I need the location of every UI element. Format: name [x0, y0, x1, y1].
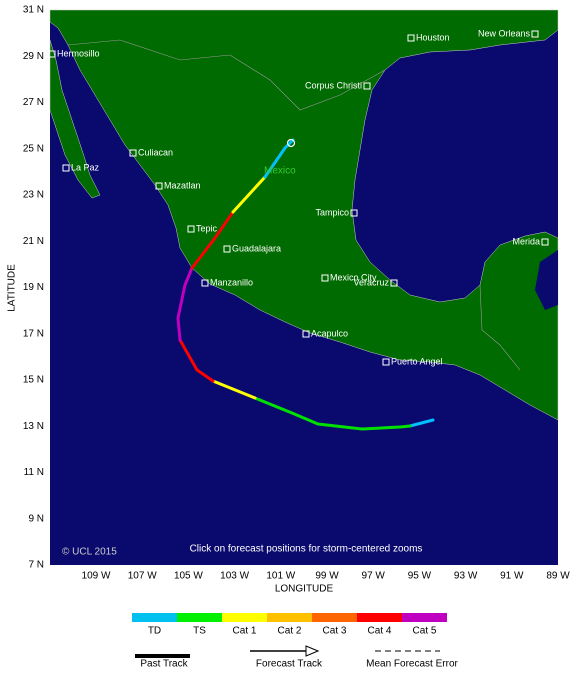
city-marker — [48, 50, 56, 58]
city-label: La Paz — [71, 162, 100, 172]
track-td — [263, 138, 295, 179]
city-marker — [321, 274, 329, 282]
city-marker — [363, 82, 371, 90]
city-marker — [62, 164, 70, 172]
city-label: Hermosillo — [57, 48, 100, 58]
city-label: Guadalajara — [232, 243, 281, 253]
x-tick-label: 107 W — [128, 571, 157, 582]
track-ts — [253, 396, 412, 431]
city-label: Corpus Christi — [305, 80, 362, 90]
city-marker — [187, 225, 195, 233]
x-tick-label: 91 W — [500, 571, 524, 582]
category-label: Cat 4 — [368, 626, 392, 637]
track-cat1 — [231, 175, 267, 214]
category-label: Cat 5 — [413, 626, 437, 637]
legend: Past Track Forecast Track Mean Forecast … — [132, 613, 459, 670]
y-tick-label: 25 N — [23, 143, 44, 154]
track-cat4 — [178, 338, 215, 383]
y-axis-label: LATITUDE — [7, 264, 18, 312]
city-label: Merida — [512, 236, 540, 246]
category-swatch — [357, 613, 402, 622]
city-marker — [407, 34, 415, 42]
past-track-label: Past Track — [140, 659, 188, 670]
gulf-of-honduras — [535, 250, 558, 310]
y-tick-label: 13 N — [23, 421, 44, 432]
copyright: © UCL 2015 — [62, 547, 117, 558]
city-marker — [223, 245, 231, 253]
city-marker — [390, 279, 398, 287]
x-tick-label: 101 W — [266, 571, 295, 582]
y-tick-label: 23 N — [23, 190, 44, 201]
category-label: Cat 1 — [233, 626, 257, 637]
city-label: New Orleans — [478, 28, 531, 38]
x-tick-label: 89 W — [546, 571, 570, 582]
track-cat4 — [190, 210, 235, 270]
mean-error-label: Mean Forecast Error — [366, 659, 458, 670]
city-label: Acapulco — [311, 328, 348, 338]
track-cat1 — [211, 379, 257, 400]
city-label: Tampico — [315, 207, 349, 217]
x-tick-label: 105 W — [174, 571, 203, 582]
category-swatch — [267, 613, 312, 622]
city-marker — [302, 330, 310, 338]
y-tick-label: 11 N — [24, 467, 44, 478]
category-label: TS — [193, 626, 206, 637]
category-swatch — [132, 613, 177, 622]
x-tick-label: 97 W — [362, 571, 386, 582]
city-marker — [541, 238, 549, 246]
y-tick-label: 9 N — [28, 513, 44, 524]
city-marker — [201, 279, 209, 287]
category-swatch — [402, 613, 447, 622]
city-label: Mazatlan — [164, 180, 201, 190]
note: Click on forecast positions for storm-ce… — [190, 544, 423, 555]
city-label: Manzanillo — [210, 277, 253, 287]
city-marker — [531, 30, 539, 38]
x-tick-label: 93 W — [454, 571, 478, 582]
y-tick-label: 27 N — [23, 97, 44, 108]
track-cat5 — [176, 266, 194, 342]
map[interactable]: Mexico Hermosillo Houston New Orleans Corpu… — [48, 9, 559, 565]
y-tick-label: 21 N — [23, 236, 44, 247]
x-tick-label: 103 W — [220, 571, 249, 582]
y-tick-label: 19 N — [23, 282, 44, 293]
land — [49, 9, 559, 421]
category-swatch — [177, 613, 222, 622]
cities: Hermosillo Houston New Orleans Corpus Chris… — [48, 28, 549, 366]
x-tick-label: 109 W — [82, 571, 111, 582]
category-label: Cat 2 — [278, 626, 302, 637]
y-tick-label: 17 N — [23, 328, 44, 339]
category-swatch — [222, 613, 267, 622]
x-axis-label: LONGITUDE — [275, 584, 334, 595]
city-label: Mexico City — [330, 272, 377, 282]
city-marker — [129, 149, 137, 157]
forecast-track-label: Forecast Track — [256, 659, 323, 670]
storm-track[interactable] — [176, 138, 435, 431]
category-swatch — [312, 613, 357, 622]
borders — [67, 39, 521, 371]
x-tick-label: 95 W — [408, 571, 432, 582]
city-label: Tepic — [196, 223, 218, 233]
category-label: TD — [148, 626, 161, 637]
y-tick-label: 31 N — [23, 5, 44, 16]
city-label: Houston — [416, 32, 450, 42]
baja-peninsula — [49, 39, 101, 199]
city-label: Culiacan — [138, 147, 173, 157]
category-label: Cat 3 — [323, 626, 347, 637]
city-label: Veracruz — [353, 277, 389, 287]
y-tick-label: 29 N — [23, 51, 44, 62]
city-marker — [350, 209, 358, 217]
y-tick-label: 7 N — [28, 560, 44, 571]
city-marker — [382, 358, 390, 366]
city-marker — [155, 182, 163, 190]
city-label: Puerto Angel — [391, 356, 443, 366]
storm-symbol — [286, 138, 296, 148]
y-tick-label: 15 N — [23, 375, 44, 386]
x-tick-label: 99 W — [315, 571, 339, 582]
forecast-arrow — [305, 645, 320, 657]
track-td — [408, 418, 435, 428]
storm-label: Mexico — [264, 166, 296, 177]
